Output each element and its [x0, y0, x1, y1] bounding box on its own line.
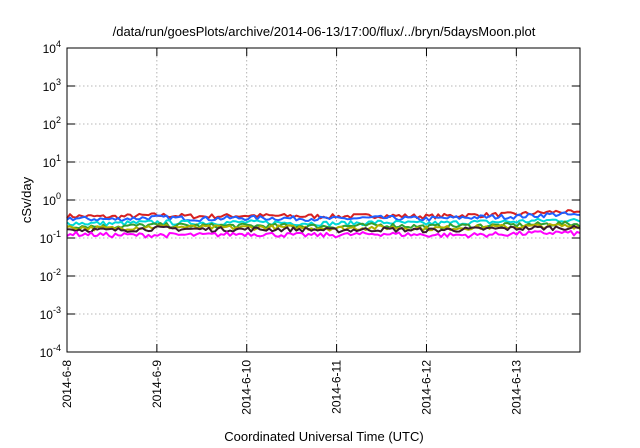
- y-tick-label: 102: [43, 115, 61, 132]
- series-line-3: [66, 217, 581, 227]
- series-line-4: [66, 220, 581, 230]
- y-tick-label: 10-3: [40, 305, 61, 322]
- y-tick-label: 104: [43, 39, 61, 56]
- x-axis-ticks: 2014-6-8 2014-6-9 2014-6-10 2014-6-11 2014-6…: [60, 48, 523, 415]
- y-tick-label: 10-2: [40, 267, 61, 284]
- x-tick-label: 2014-6-13: [509, 360, 523, 415]
- x-tick-label: 2014-6-12: [419, 360, 433, 415]
- y-tick-label: 101: [43, 153, 61, 170]
- series-line-6: [66, 224, 580, 234]
- series-lines: [66, 209, 581, 239]
- x-tick-label: 2014-6-9: [150, 360, 164, 408]
- series-line-2: [66, 211, 581, 223]
- y-tick-label: 10-4: [40, 343, 61, 360]
- chart-title: /data/run/goesPlots/archive/2014-06-13/1…: [113, 24, 536, 39]
- y-axis-ticks: 10-4 10-3 10-2 10-1 100 101 102 103 104: [40, 39, 580, 360]
- y-tick-label: 103: [43, 77, 61, 94]
- y-tick-label: 10-1: [40, 229, 61, 246]
- y-tick-label: 100: [43, 191, 61, 208]
- x-tick-label: 2014-6-11: [330, 360, 344, 414]
- series-line-5: [66, 223, 581, 232]
- grid-lines: [67, 48, 580, 352]
- x-tick-label: 2014-6-10: [240, 360, 254, 415]
- x-tick-label: 2014-6-8: [60, 360, 74, 408]
- series-line-7: [66, 230, 581, 239]
- y-axis-label: cSv/day: [19, 176, 34, 223]
- x-axis-label: Coordinated Universal Time (UTC): [224, 429, 423, 444]
